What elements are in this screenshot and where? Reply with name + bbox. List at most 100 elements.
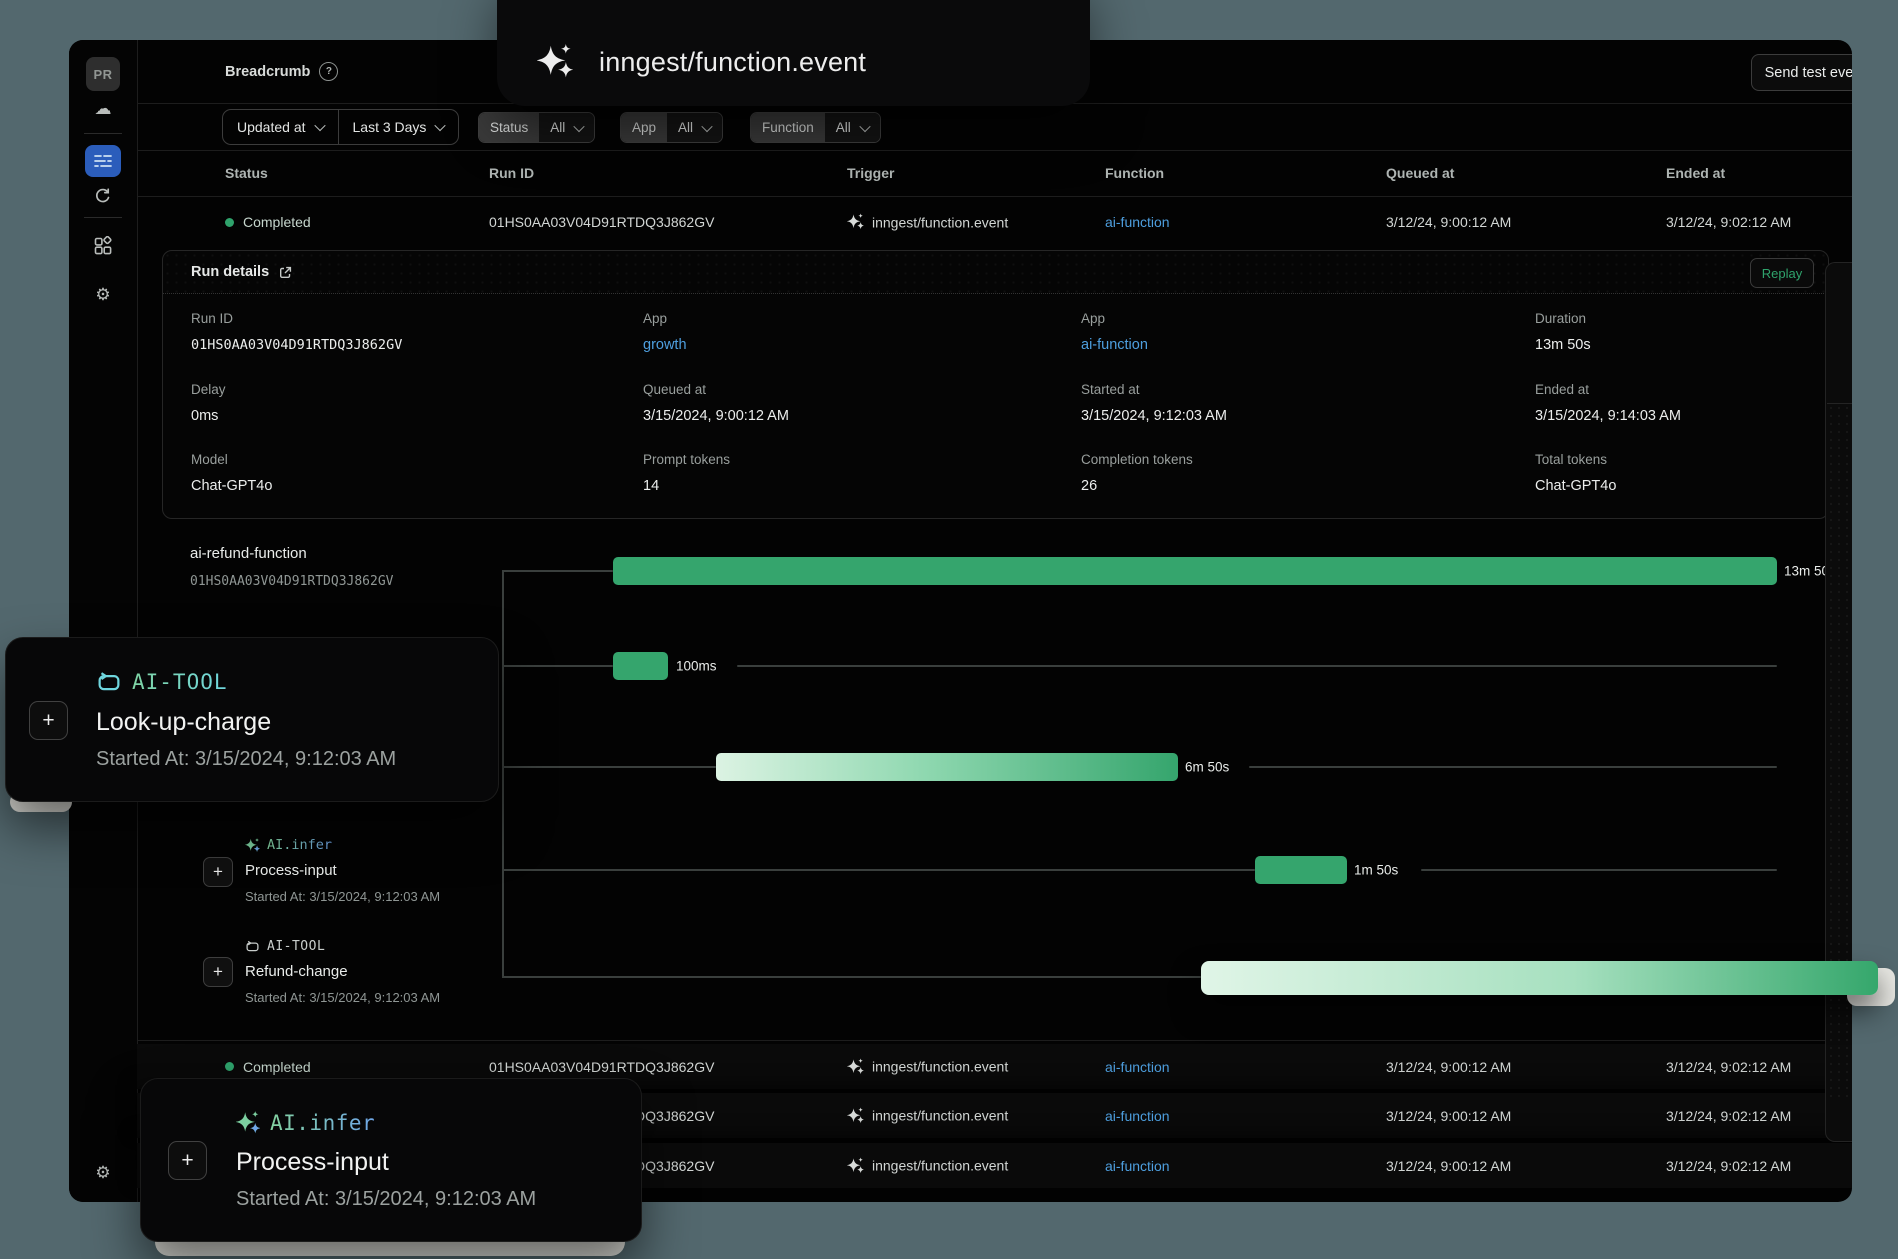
step-name: Look-up-charge bbox=[96, 708, 272, 736]
breadcrumb-label: Breadcrumb bbox=[225, 63, 311, 80]
runs-list-icon bbox=[85, 145, 121, 177]
field-label: Queued at bbox=[643, 382, 707, 397]
run-details-header: Run details Replay bbox=[163, 251, 1828, 294]
trigger-label: inngest/function.event bbox=[872, 214, 1009, 230]
app-link-ai-function[interactable]: ai-function bbox=[1081, 337, 1148, 353]
step-name: Process-input bbox=[245, 862, 337, 879]
settings-gear-icon[interactable]: ⚙ bbox=[95, 284, 111, 304]
field-label: Started at bbox=[1081, 382, 1140, 397]
ended-at: 3/12/24, 9:02:12 AM bbox=[1666, 1157, 1792, 1174]
run-details-panel: Run details Replay Run ID 01HS0AA03V04D9… bbox=[162, 250, 1829, 519]
trigger-label: inngest/function.event bbox=[872, 1058, 1009, 1075]
function-link[interactable]: ai-function bbox=[1105, 214, 1170, 230]
event-name: inngest/function.event bbox=[599, 46, 867, 77]
function-link[interactable]: ai-function bbox=[1105, 1058, 1170, 1075]
trace-connector bbox=[502, 766, 716, 768]
trace-bar-root[interactable] bbox=[613, 557, 1777, 585]
event-banner: inngest/function.event bbox=[497, 0, 1090, 106]
function-link[interactable]: ai-function bbox=[1105, 1107, 1170, 1124]
apps-grid-icon[interactable] bbox=[93, 234, 113, 258]
trace-bar-step1[interactable] bbox=[613, 652, 668, 680]
ended-at: 3/12/24, 9:02:12 AM bbox=[1666, 1107, 1792, 1124]
root-run-id: 01HS0AA03V04D91RTDQ3J862GV bbox=[190, 574, 394, 589]
trace-track bbox=[1249, 766, 1777, 768]
breadcrumb: Breadcrumb ? bbox=[225, 40, 339, 103]
expand-step-button[interactable]: + bbox=[168, 1141, 207, 1180]
field-label: App bbox=[1081, 311, 1106, 326]
duration-label: 100ms bbox=[676, 658, 717, 674]
app-link-growth[interactable]: growth bbox=[643, 337, 687, 353]
sidebar: PR ☁ bbox=[69, 40, 138, 1202]
ended-at: 3/12/24, 9:02:12 AM bbox=[1666, 214, 1792, 230]
pill-divider bbox=[337, 110, 339, 144]
expand-step-button[interactable]: + bbox=[203, 957, 233, 987]
column-status: Status bbox=[225, 165, 268, 181]
chevron-down-icon bbox=[313, 119, 326, 132]
run-row[interactable]: Completed 01HS0AA03V04D91RTDQ3J862GV inn… bbox=[137, 196, 1852, 248]
field-label: Completion tokens bbox=[1081, 452, 1193, 467]
field-value-delay: 0ms bbox=[191, 408, 219, 424]
filter-bar: Updated at Last 3 Days Status All App Al… bbox=[137, 103, 1852, 151]
account-avatar[interactable]: PR bbox=[86, 57, 120, 91]
tool-loop-icon bbox=[98, 672, 120, 691]
run-id: 01HS0AA03V04D91RTDQ3J862GV bbox=[489, 214, 715, 230]
step-name: Process-input bbox=[236, 1148, 389, 1176]
replay-button[interactable]: Replay bbox=[1750, 258, 1814, 288]
field-value-duration: 13m 50s bbox=[1535, 337, 1591, 353]
function-link[interactable]: ai-function bbox=[1105, 1157, 1170, 1174]
trace-track bbox=[737, 665, 1777, 667]
chevron-down-icon bbox=[701, 120, 713, 132]
chevron-down-icon bbox=[573, 120, 585, 132]
column-trigger: Trigger bbox=[847, 165, 895, 181]
status-label: Completed bbox=[243, 1058, 311, 1075]
column-queued-at: Queued at bbox=[1386, 165, 1455, 181]
run-id: 01HS0AA03V04D91RTDQ3J862GV bbox=[489, 1058, 715, 1075]
range-dropdown[interactable]: Last 3 Days bbox=[339, 110, 459, 144]
field-label: Duration bbox=[1535, 311, 1587, 326]
app-filter-chip[interactable]: App All bbox=[620, 112, 724, 143]
send-test-event-button[interactable]: Send test event bbox=[1751, 54, 1852, 91]
trace-connector bbox=[502, 570, 613, 572]
sidebar-item-runs-active[interactable] bbox=[85, 145, 121, 177]
help-icon[interactable]: ? bbox=[319, 62, 339, 81]
step-started-at: Started At: 3/15/2024, 9:12:03 AM bbox=[245, 990, 441, 1005]
refresh-icon[interactable] bbox=[94, 185, 112, 207]
status-filter-chip[interactable]: Status All bbox=[478, 112, 596, 143]
step-started-at: Started At: 3/15/2024, 9:12:03 AM bbox=[96, 748, 397, 770]
field-value-queued-at: 3/15/2024, 9:00:12 AM bbox=[643, 408, 789, 424]
column-function: Function bbox=[1105, 165, 1165, 181]
sort-range-pill: Updated at Last 3 Days bbox=[222, 109, 460, 145]
trace-bar-step2[interactable] bbox=[716, 753, 1178, 781]
table-divider bbox=[137, 1040, 1852, 1041]
avatar: PR bbox=[86, 57, 120, 91]
sparkle-icon bbox=[847, 1157, 864, 1174]
field-label: Prompt tokens bbox=[643, 452, 731, 467]
trace-connector bbox=[502, 665, 613, 667]
expand-step-button[interactable]: + bbox=[203, 857, 233, 887]
step-started-at: Started At: 3/15/2024, 9:12:03 AM bbox=[245, 889, 441, 904]
step-tooltip-look-up-charge: + AI-TOOL Look-up-charge Started At: 3/1… bbox=[5, 637, 499, 802]
trace-track bbox=[1421, 869, 1777, 871]
field-label: Delay bbox=[191, 382, 226, 397]
trace-bar-refund-change[interactable] bbox=[1201, 961, 1878, 995]
trigger-label: inngest/function.event bbox=[872, 1157, 1009, 1174]
root-function-name: ai-refund-function bbox=[190, 545, 307, 562]
sort-dropdown[interactable]: Updated at bbox=[223, 110, 337, 144]
ai-infer-badge: AI.infer bbox=[236, 1111, 375, 1135]
external-link-icon[interactable] bbox=[279, 266, 292, 279]
queued-at: 3/12/24, 9:00:12 AM bbox=[1386, 1058, 1512, 1075]
function-filter-chip[interactable]: Function All bbox=[750, 112, 881, 143]
ended-at: 3/12/24, 9:02:12 AM bbox=[1666, 1058, 1792, 1075]
ai-tool-badge: AI-TOOL bbox=[245, 939, 325, 954]
column-ended-at: Ended at bbox=[1666, 165, 1726, 181]
trace-bar-infer[interactable] bbox=[1255, 856, 1347, 884]
sparkle-icon bbox=[236, 1111, 260, 1134]
cloud-icon[interactable]: ☁ bbox=[94, 98, 112, 118]
sparkle-icon bbox=[245, 838, 260, 852]
queued-at: 3/12/24, 9:00:12 AM bbox=[1386, 1107, 1512, 1124]
bottom-gear-icon[interactable]: ⚙ bbox=[95, 1162, 111, 1182]
expand-step-button[interactable]: + bbox=[29, 701, 68, 740]
sparkle-icon bbox=[847, 214, 864, 231]
field-label: Run ID bbox=[191, 311, 234, 326]
